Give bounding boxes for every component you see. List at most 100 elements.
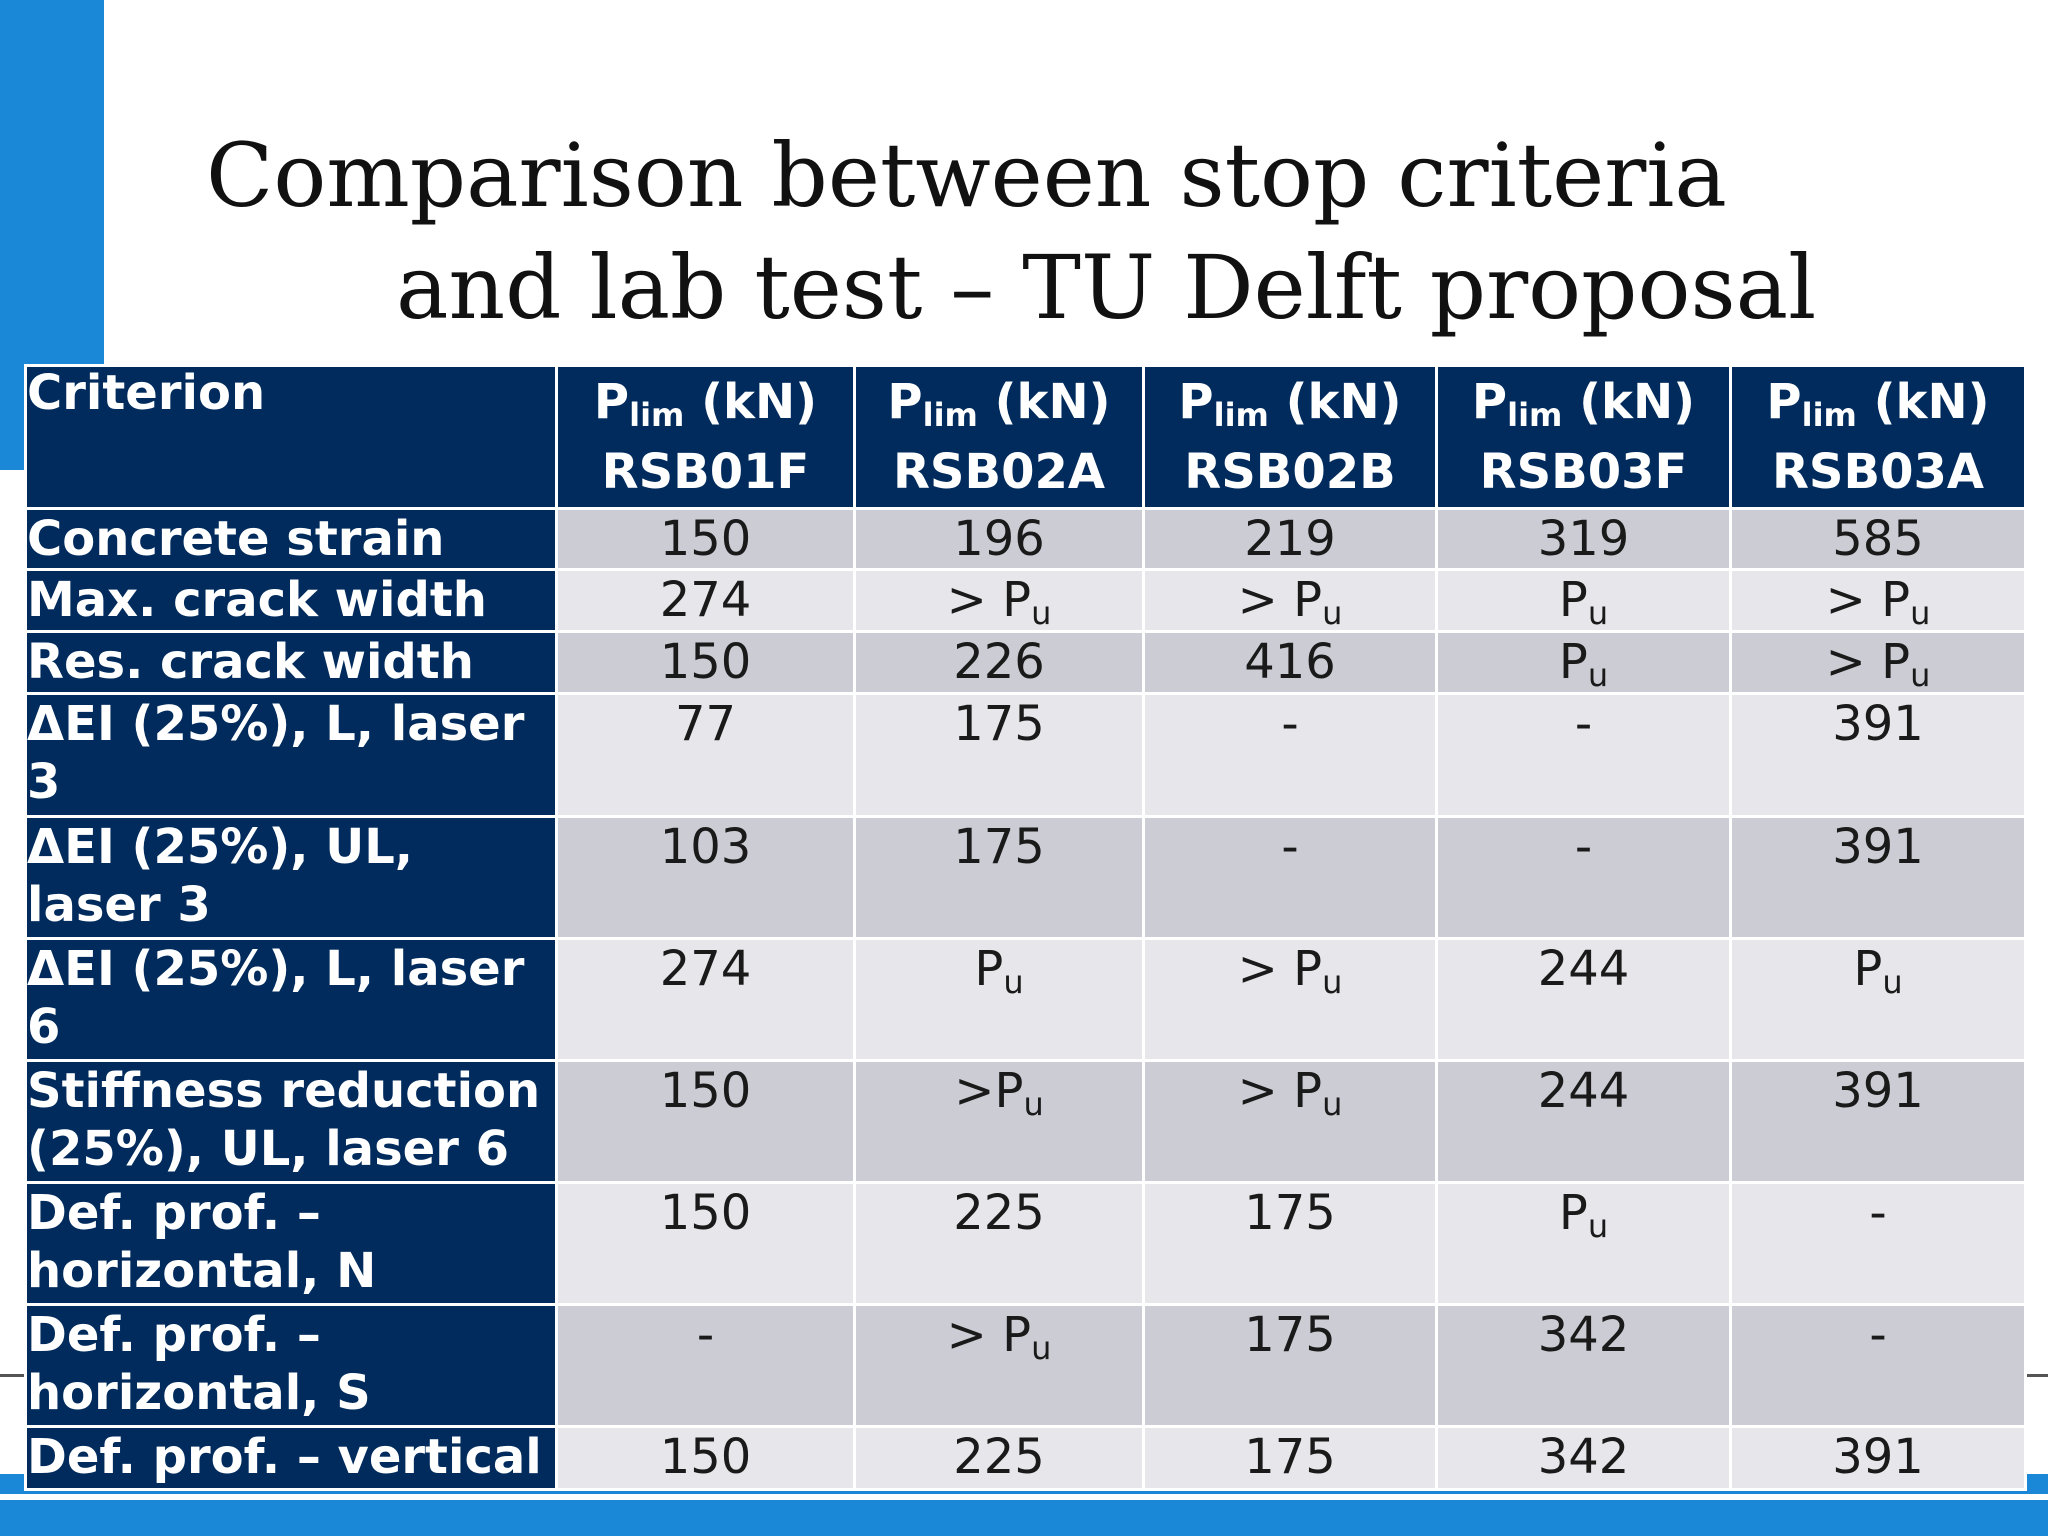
cell-value: - <box>696 1307 715 1363</box>
table-cell: 175 <box>1145 1184 1435 1303</box>
cell-value: - <box>1281 696 1299 752</box>
slide-title-line-1: Comparison between stop criteria <box>206 124 1727 227</box>
table-cell: 342 <box>1438 1306 1729 1425</box>
column-header-unit: (kN) <box>1562 374 1696 430</box>
column-header-rsb03a: Plim (kN) RSB03A <box>1732 367 2024 507</box>
cell-value: - <box>1574 819 1593 875</box>
column-header-specimen: RSB02B <box>1184 444 1396 500</box>
cell-value: 391 <box>1832 1429 1924 1485</box>
table-cell: Pu <box>856 940 1142 1059</box>
cell-value: P <box>1558 634 1588 690</box>
cell-value: - <box>1869 1307 1887 1363</box>
table-cell: - <box>1145 818 1435 937</box>
cell-value: 175 <box>1244 1429 1336 1485</box>
column-header-specimen: RSB01F <box>601 444 810 500</box>
table-cell: 175 <box>856 695 1142 815</box>
cell-value: P <box>1558 572 1588 628</box>
table-cell: 342 <box>1438 1428 1729 1488</box>
table-cell: - <box>558 1306 853 1425</box>
cell-value: P <box>974 941 1004 997</box>
column-header-rsb03f: Plim (kN) RSB03F <box>1438 367 1729 507</box>
row-criterion-label: Def. prof. – vertical <box>27 1428 555 1488</box>
slide-title: Comparison between stop criteria and lab… <box>206 120 1906 344</box>
cell-value-subscript: u <box>1587 594 1609 632</box>
table-cell: 150 <box>558 1428 853 1488</box>
row-criterion-label: ΔEI (25%), L, laser 6 <box>27 940 555 1059</box>
row-criterion-label: Stiffness reduction (25%), UL, laser 6 <box>27 1062 555 1181</box>
table-cell: >Pu <box>856 1062 1142 1181</box>
table-row: Def. prof. – horizontal, N 150 225 175 Pu - <box>27 1184 2024 1303</box>
column-header-subscript: lim <box>1213 396 1269 434</box>
column-header-unit: (kN) <box>1856 374 1990 430</box>
table-cell: 274 <box>558 571 853 630</box>
cell-value: 175 <box>953 819 1045 875</box>
cell-value: 175 <box>1244 1307 1336 1363</box>
table-row: Res. crack width 150 226 416 Pu > Pu <box>27 633 2024 692</box>
column-header-specimen: RSB02A <box>892 444 1106 500</box>
table-cell: 585 <box>1732 510 2024 568</box>
table-body: Concrete strain 150 196 219 319 585 Max. crack… <box>27 510 2024 1488</box>
table-row: ΔEI (25%), UL, laser 3 103 175 - - 391 <box>27 818 2024 937</box>
cell-value-subscript: u <box>1322 1085 1343 1123</box>
table-cell: - <box>1732 1184 2024 1303</box>
table-cell: 225 <box>856 1184 1142 1303</box>
cell-value-subscript: u <box>1031 594 1052 632</box>
cell-value: >P <box>954 1063 1024 1119</box>
cell-value: 150 <box>659 1063 752 1119</box>
table-row: Stiffness reduction (25%), UL, laser 6 15… <box>27 1062 2024 1181</box>
column-header-rsb02b: Plim (kN) RSB02B <box>1145 367 1435 507</box>
cell-value: 391 <box>1832 696 1924 752</box>
column-header-specimen: RSB03F <box>1479 444 1688 500</box>
table-cell: - <box>1438 818 1729 937</box>
table-cell: 274 <box>558 940 853 1059</box>
table-cell: 416 <box>1145 633 1435 692</box>
column-header-subscript: lim <box>629 396 685 434</box>
table-cell: > Pu <box>856 571 1142 630</box>
table-cell: Pu <box>1732 940 2024 1059</box>
cell-value-subscript: u <box>1031 1329 1052 1367</box>
table-row: Def. prof. – vertical 150 225 175 342 391 <box>27 1428 2024 1488</box>
table-cell: 150 <box>558 510 853 568</box>
table-cell: 391 <box>1732 1428 2024 1488</box>
table-cell: - <box>1732 1306 2024 1425</box>
column-header-rsb02a: Plim (kN) RSB02A <box>856 367 1142 507</box>
cell-value: 150 <box>659 1429 752 1485</box>
table-cell: Pu <box>1438 1184 1729 1303</box>
table-row: Concrete strain 150 196 219 319 585 <box>27 510 2024 568</box>
cell-value: 175 <box>953 696 1045 752</box>
table-cell: 244 <box>1438 940 1729 1059</box>
table-cell: 244 <box>1438 1062 1729 1181</box>
row-criterion-label: ΔEI (25%), UL, laser 3 <box>27 818 555 937</box>
row-criterion-label: Def. prof. – horizontal, N <box>27 1184 555 1303</box>
cell-value: 416 <box>1244 634 1336 690</box>
column-header-quantity: Plim (kN) <box>1145 367 1435 437</box>
cell-value: 196 <box>953 511 1045 567</box>
table-cell: Pu <box>1438 633 1729 692</box>
table-cell: Pu <box>1438 571 1729 630</box>
cell-value-subscript: u <box>1587 1207 1609 1245</box>
column-header-specimen: RSB03A <box>1771 444 1985 500</box>
cell-value: 103 <box>659 819 752 875</box>
cell-value: 77 <box>674 696 737 752</box>
cell-value: 150 <box>659 511 752 567</box>
cell-value: 585 <box>1832 511 1924 567</box>
column-header-symbol: P <box>1178 374 1214 430</box>
table-cell: 225 <box>856 1428 1142 1488</box>
cell-value: 391 <box>1832 1063 1924 1119</box>
column-header-quantity: Plim (kN) <box>558 367 853 437</box>
cell-value: 150 <box>659 634 752 690</box>
table-cell: 319 <box>1438 510 1729 568</box>
table-cell: 103 <box>558 818 853 937</box>
column-header-unit: (kN) <box>1268 374 1402 430</box>
cell-value: P <box>1853 941 1883 997</box>
column-header-subscript: lim <box>1801 396 1857 434</box>
cell-value: 342 <box>1537 1429 1630 1485</box>
table-cell: - <box>1438 695 1729 815</box>
column-header-unit: (kN) <box>977 374 1111 430</box>
table-row: Def. prof. – horizontal, S - > Pu 175 342 - <box>27 1306 2024 1425</box>
cell-value: 225 <box>953 1429 1045 1485</box>
table-cell: 391 <box>1732 818 2024 937</box>
row-criterion-label: ΔEI (25%), L, laser 3 <box>27 695 555 815</box>
cell-value: 219 <box>1244 511 1336 567</box>
table-cell: > Pu <box>1145 571 1435 630</box>
